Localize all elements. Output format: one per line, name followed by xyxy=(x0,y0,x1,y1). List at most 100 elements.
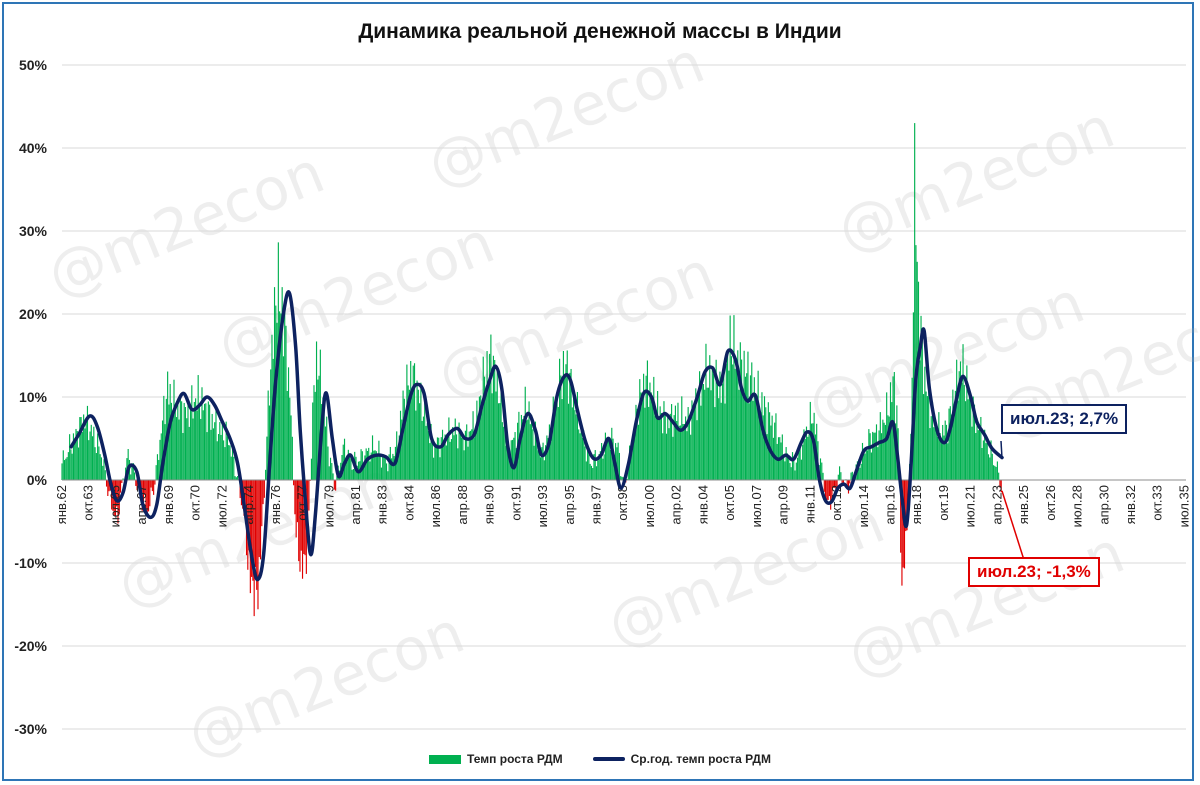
bar xyxy=(93,426,95,480)
bar xyxy=(449,441,451,480)
bar xyxy=(167,371,169,480)
bar xyxy=(104,470,106,480)
bar xyxy=(730,356,732,480)
bar xyxy=(993,465,995,480)
bar xyxy=(593,454,595,480)
bar xyxy=(674,405,676,480)
bar xyxy=(424,395,426,480)
bar xyxy=(699,371,701,480)
bar xyxy=(715,359,717,480)
bar xyxy=(967,399,969,480)
legend-item-bars: Темп роста РДМ xyxy=(429,752,563,766)
bar xyxy=(991,453,993,480)
bar xyxy=(741,359,743,480)
bar xyxy=(107,480,109,496)
bar xyxy=(663,401,665,480)
bar xyxy=(286,390,288,480)
bar xyxy=(545,445,547,480)
bar xyxy=(592,468,594,480)
bar xyxy=(254,480,257,567)
bar xyxy=(1000,480,1002,493)
bar xyxy=(66,457,68,480)
bar xyxy=(650,392,652,480)
bar xyxy=(716,377,718,480)
bar xyxy=(183,402,185,480)
bar xyxy=(747,351,749,480)
bar xyxy=(249,480,251,594)
bar xyxy=(211,413,213,480)
bar xyxy=(685,416,687,480)
bar xyxy=(147,480,150,512)
bar xyxy=(345,461,347,480)
bar xyxy=(940,440,942,480)
bar xyxy=(784,461,786,480)
bar xyxy=(749,375,752,480)
bar xyxy=(990,440,992,480)
bar xyxy=(837,474,839,480)
bar xyxy=(440,437,442,480)
x-tick-label: апр.81 xyxy=(348,485,363,525)
x-tick-label: окт.98 xyxy=(615,485,630,521)
bar xyxy=(228,445,230,480)
bar xyxy=(80,417,82,480)
bar xyxy=(234,476,236,480)
bar xyxy=(627,465,629,480)
bar xyxy=(380,467,383,480)
legend-line-label: Ср.год. темп роста РДМ xyxy=(630,752,771,766)
bar xyxy=(879,412,881,480)
x-tick-label: июл.86 xyxy=(428,485,443,527)
bar xyxy=(75,428,77,480)
bar xyxy=(832,480,834,488)
bar xyxy=(368,447,370,480)
bar xyxy=(97,433,99,480)
bar xyxy=(691,400,693,480)
bar xyxy=(800,459,802,480)
bar xyxy=(315,341,318,480)
bar xyxy=(336,475,338,480)
bar xyxy=(231,447,234,480)
bar xyxy=(455,434,458,480)
bar xyxy=(982,440,984,480)
bar xyxy=(492,355,494,480)
bar xyxy=(217,434,220,480)
bar xyxy=(172,416,174,480)
bar xyxy=(481,409,483,480)
bar xyxy=(458,422,460,480)
bar xyxy=(667,415,669,480)
bar xyxy=(552,396,554,480)
bar xyxy=(690,434,692,480)
bar xyxy=(735,358,738,480)
bar xyxy=(408,389,411,480)
bar xyxy=(956,359,958,480)
bar xyxy=(506,440,508,480)
bar xyxy=(714,407,716,480)
bar xyxy=(220,434,222,480)
bar xyxy=(574,410,576,480)
bar xyxy=(514,432,516,480)
bar xyxy=(797,457,799,480)
bar xyxy=(616,447,618,480)
bar xyxy=(541,447,543,480)
bar xyxy=(795,462,797,480)
bar xyxy=(643,373,645,480)
bar xyxy=(734,368,736,480)
x-tick-label: апр.88 xyxy=(455,485,470,525)
bar xyxy=(692,408,694,480)
x-tick-label: апр.95 xyxy=(562,485,577,525)
bar xyxy=(573,388,575,480)
bar xyxy=(417,389,419,480)
bar xyxy=(197,375,199,480)
bar xyxy=(884,424,886,480)
bar xyxy=(388,454,390,480)
bar xyxy=(219,422,221,480)
bar xyxy=(347,449,349,480)
bar xyxy=(567,403,570,480)
bar xyxy=(179,397,181,480)
bar xyxy=(775,413,777,480)
bar xyxy=(971,426,973,480)
bar xyxy=(551,430,553,480)
bar xyxy=(285,325,287,480)
bar xyxy=(127,449,129,480)
bar xyxy=(888,416,890,480)
bar xyxy=(732,364,734,480)
